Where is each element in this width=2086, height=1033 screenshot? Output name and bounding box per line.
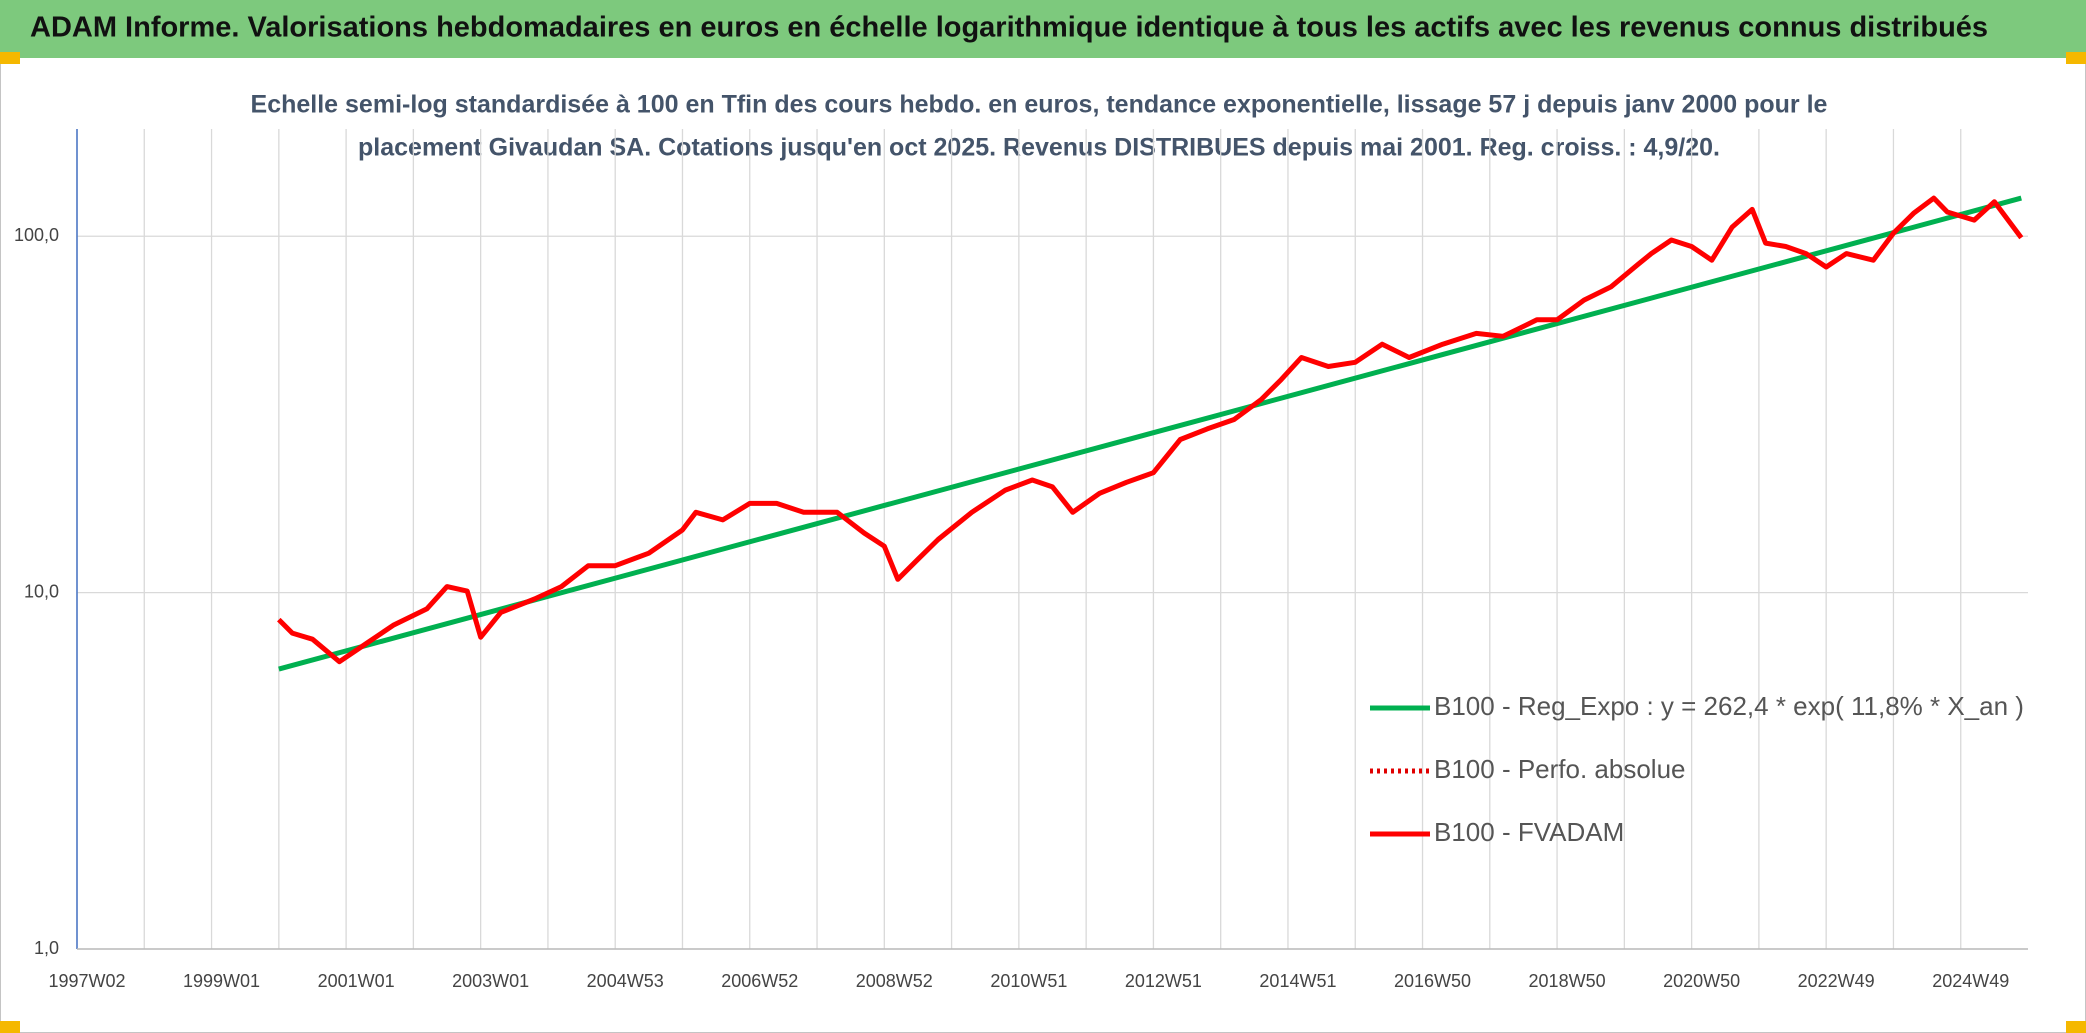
x-tick-label: 2018W50 xyxy=(1529,971,1606,991)
x-tick-label: 2016W50 xyxy=(1394,971,1471,991)
subtitle: Echelle semi-log standardisée à 100 en T… xyxy=(251,91,1828,119)
x-tick-label: 2006W52 xyxy=(721,971,798,991)
legend-label: B100 - Reg_Expo : y = 262,4 * exp( 11,8%… xyxy=(1434,691,2024,721)
x-tick-label: 2001W01 xyxy=(318,971,395,991)
corner xyxy=(2066,1021,2086,1033)
legend-label: B100 - Perfo. absolue xyxy=(1434,754,1686,784)
legend-label: B100 - FVADAM xyxy=(1434,817,1624,847)
subtitle: placement Givaudan SA. Cotations jusqu'e… xyxy=(358,134,1720,162)
y-tick-label: 10,0 xyxy=(24,581,59,601)
x-tick-label: 2010W51 xyxy=(990,971,1067,991)
page-title: ADAM Informe. Valorisations hebdomadaire… xyxy=(30,12,1988,44)
series-line xyxy=(278,195,2022,672)
y-tick-label: 1,0 xyxy=(34,938,59,958)
header-bar xyxy=(0,0,2086,58)
y-tick-label: 100,0 xyxy=(14,225,59,245)
x-tick-label: 1999W01 xyxy=(183,971,260,991)
corner xyxy=(0,1021,20,1033)
corner xyxy=(0,52,20,64)
series-line xyxy=(277,195,2024,665)
x-tick-label: 2020W50 xyxy=(1663,971,1740,991)
x-tick-label: 2012W51 xyxy=(1125,971,1202,991)
x-tick-label: 2014W51 xyxy=(1259,971,1336,991)
x-tick-label: 1997W02 xyxy=(48,971,125,991)
x-tick-label: 2008W52 xyxy=(856,971,933,991)
x-tick-label: 2022W49 xyxy=(1798,971,1875,991)
x-tick-label: 2003W01 xyxy=(452,971,529,991)
x-tick-label: 2024W49 xyxy=(1932,971,2009,991)
corner xyxy=(2066,52,2086,64)
x-tick-label: 2004W53 xyxy=(587,971,664,991)
